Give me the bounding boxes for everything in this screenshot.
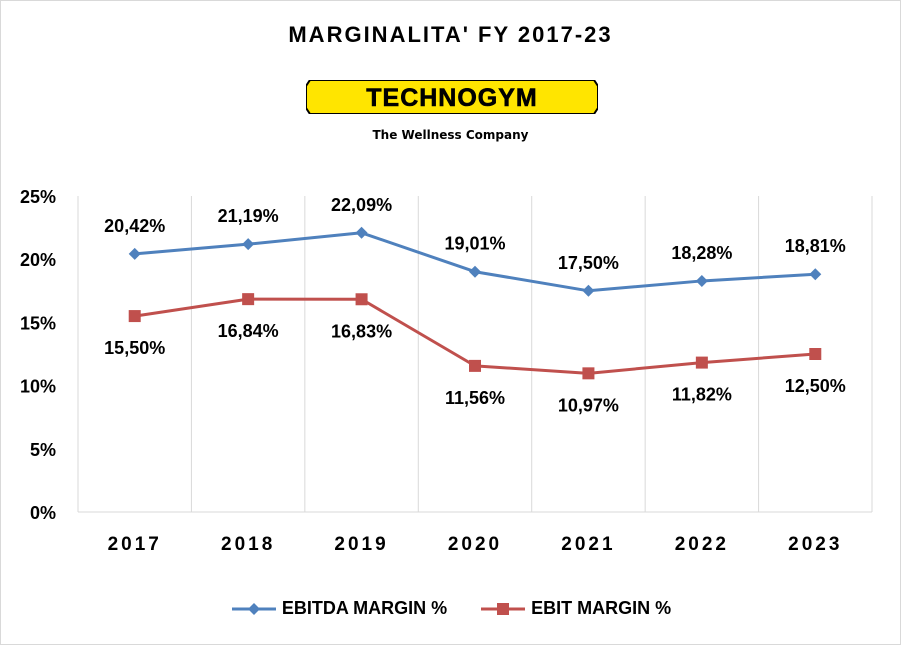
x-tick-label: 2019 <box>334 534 388 555</box>
data-label: 12,50% <box>785 376 846 396</box>
chart-title: MARGINALITA' FY 2017-23 <box>288 22 613 47</box>
legend-square-marker-icon <box>481 602 526 615</box>
x-tick-label: 2017 <box>108 534 162 555</box>
data-point-square <box>469 359 481 372</box>
logo-tagline: The Wellness Company <box>372 128 529 142</box>
x-tick-label: 2020 <box>448 534 502 555</box>
data-point-diamond <box>355 226 368 239</box>
legend-label-ebitda: EBITDA MARGIN % <box>281 598 448 618</box>
data-point-square <box>582 367 595 380</box>
data-point-diamond <box>695 274 708 287</box>
data-label: 15,50% <box>104 338 165 358</box>
data-label: 18,81% <box>785 236 846 256</box>
y-tick-label: 15% <box>20 313 56 333</box>
x-tick-label: 2023 <box>788 534 842 555</box>
legend: EBITDA MARGIN % EBIT MARGIN % <box>0 598 901 619</box>
data-label: 20,42% <box>104 216 165 236</box>
x-tick-label: 2022 <box>675 534 729 555</box>
data-point-square <box>242 293 255 306</box>
legend-diamond-marker-icon <box>231 602 276 615</box>
data-point-diamond <box>469 265 481 278</box>
legend-item-ebit: EBIT MARGIN % <box>479 598 671 619</box>
data-label: 16,84% <box>218 321 279 341</box>
data-point-square <box>809 348 822 360</box>
legend-label-ebit: EBIT MARGIN % <box>531 598 672 618</box>
data-label: 11,56% <box>445 388 505 408</box>
logo-text: TECHNOGYM <box>366 84 538 112</box>
data-point-square <box>355 293 368 306</box>
data-point-square <box>695 356 708 369</box>
y-tick-label: 5% <box>30 440 56 460</box>
data-label: 22,09% <box>331 195 392 215</box>
data-label: 16,83% <box>331 321 392 341</box>
x-tick-label: 2021 <box>561 534 615 555</box>
data-label: 21,19% <box>218 206 279 226</box>
data-point-diamond <box>582 284 595 297</box>
data-point-diamond <box>242 238 255 251</box>
data-label: 11,82% <box>672 385 732 405</box>
technogym-logo: TECHNOGYM <box>306 80 598 114</box>
y-tick-label: 0% <box>30 503 56 523</box>
y-tick-label: 25% <box>20 187 56 207</box>
data-label: 18,28% <box>671 243 732 263</box>
x-tick-label: 2018 <box>221 534 275 555</box>
data-point-diamond <box>809 268 822 281</box>
data-label: 17,50% <box>558 253 619 273</box>
data-label: 10,97% <box>558 395 619 415</box>
data-point-diamond <box>128 247 141 260</box>
y-tick-label: 20% <box>20 250 56 270</box>
data-point-square <box>128 310 141 323</box>
data-label: 19,01% <box>444 234 505 254</box>
legend-item-ebitda: EBITDA MARGIN % <box>230 598 447 619</box>
y-tick-label: 10% <box>20 377 56 397</box>
